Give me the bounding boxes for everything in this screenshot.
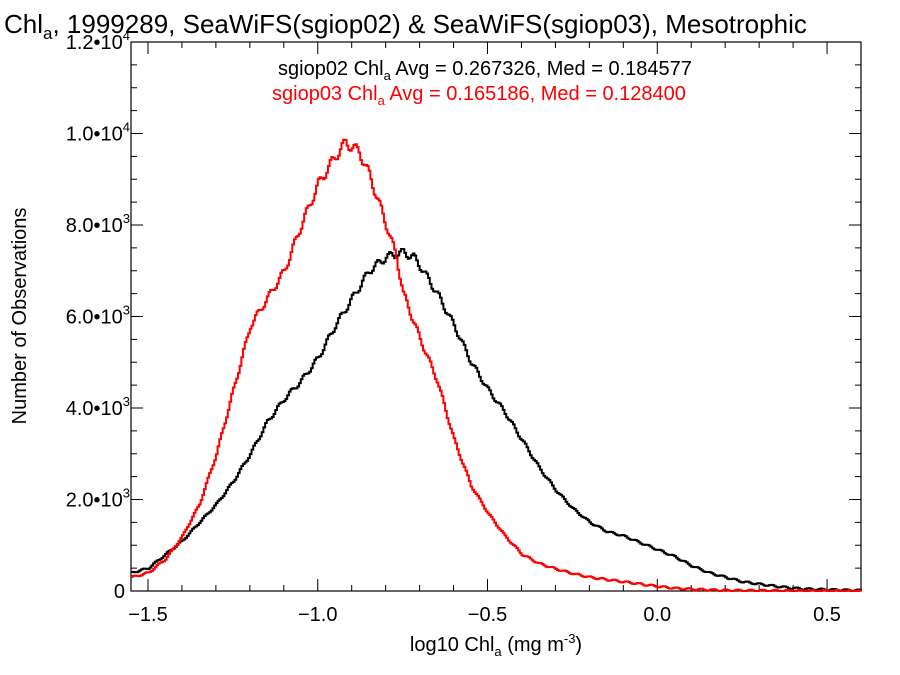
x-tick-label: 0.0 (643, 604, 671, 626)
y-tick-label: 4.0•103 (66, 394, 130, 420)
series-line-sgiop02 (131, 247, 862, 592)
y-tick-label: 8.0•103 (66, 211, 130, 237)
x-tick-label: −1.5 (128, 604, 167, 626)
x-tick-label: −1.0 (298, 604, 337, 626)
x-tick-label: −0.5 (468, 604, 507, 626)
y-axis-ticks: 0 2.0•103 4.0•103 6.0•103 8.0•103 1.0•104 1.2•… (66, 28, 861, 603)
y-tick-label: 1.2•104 (66, 28, 130, 54)
series-layer (131, 138, 862, 592)
legend-sgiop02: sgiop02 Chla Avg = 0.267326, Med = 0.184… (278, 58, 692, 83)
x-axis-label: log10 Chla (mg m-3) (410, 631, 582, 659)
x-axis-ticks: −1.5 −1.0 −0.5 0.0 0.5 (128, 42, 862, 626)
y-tick-label: 2.0•103 (66, 486, 130, 512)
chart-title: Chla, 1999289, SeaWiFS(sgiop02) & SeaWiF… (4, 9, 807, 43)
x-tick-label: 0.5 (813, 604, 841, 626)
y-tick-label: 0 (114, 581, 125, 603)
y-tick-label: 6.0•103 (66, 303, 130, 329)
legend-sgiop03: sgiop03 Chla Avg = 0.165186, Med = 0.128… (272, 83, 686, 108)
y-axis-label: Number of Observations (9, 208, 31, 425)
series-line-sgiop03 (131, 138, 862, 592)
y-tick-label: 1.0•104 (66, 120, 130, 146)
